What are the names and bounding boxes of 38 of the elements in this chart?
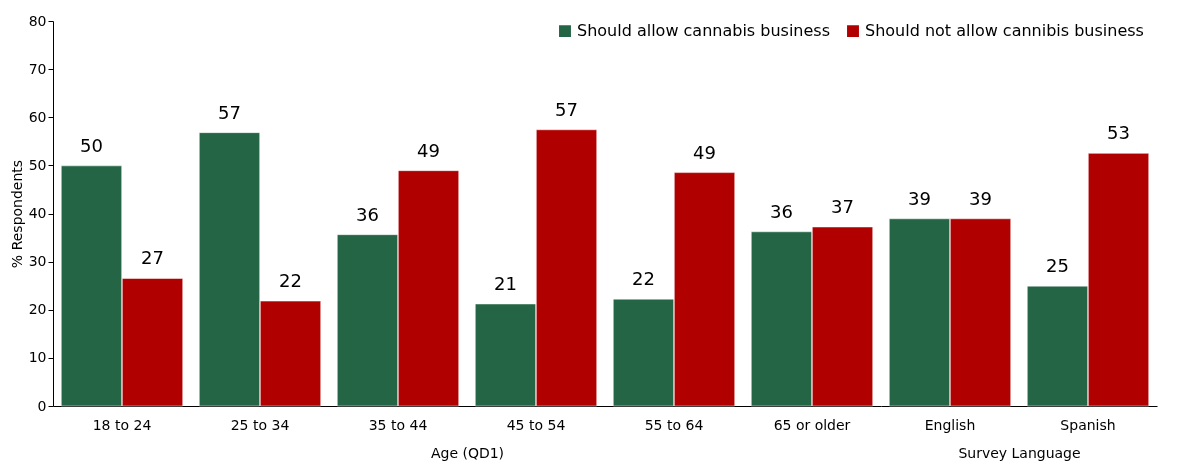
data-label: 57: [555, 98, 578, 120]
data-label: 36: [770, 200, 793, 222]
data-label: 49: [417, 139, 440, 161]
x-tick-label: 35 to 44: [368, 416, 428, 433]
x-tick-label: English: [924, 416, 976, 433]
x-tick-label: 25 to 34: [230, 416, 290, 433]
y-tick-label: 20: [28, 301, 47, 318]
legend-label: Should not allow cannibis business: [865, 21, 1144, 41]
x-tick-label: 18 to 24: [92, 416, 152, 433]
data-label: 39: [908, 187, 931, 209]
x-tick-label: 65 or older: [773, 416, 851, 433]
y-tick-label: 60: [28, 108, 47, 125]
data-label: 50: [80, 134, 103, 156]
x-tick-label: 55 to 64: [644, 416, 704, 433]
y-tick-label: 10: [28, 349, 47, 366]
data-label: 53: [1107, 122, 1130, 144]
y-tick-label: 50: [28, 156, 47, 173]
data-label: 27: [141, 247, 164, 269]
x-axis-title: Survey Language: [958, 444, 1081, 461]
data-label: 39: [969, 187, 992, 209]
y-tick-label: 80: [28, 12, 47, 29]
data-label: 36: [356, 203, 379, 225]
data-label: 49: [693, 141, 716, 163]
x-tick-label: Spanish: [1060, 416, 1116, 433]
data-label: 22: [279, 270, 302, 292]
y-tick-label: 70: [28, 60, 47, 77]
x-axis-title: Age (QD1): [430, 444, 505, 461]
y-tick-label: 0: [37, 397, 47, 414]
data-label: 37: [831, 195, 854, 217]
data-label: 25: [1046, 255, 1069, 277]
data-label: 57: [218, 101, 241, 123]
legend-label: Should allow cannabis business: [577, 21, 831, 41]
data-label: 22: [632, 268, 655, 290]
x-tick-label: 45 to 54: [506, 416, 566, 433]
y-axis-title: % Respondents: [8, 159, 25, 269]
y-tick-label: 30: [28, 253, 47, 270]
y-tick-label: 40: [28, 205, 47, 221]
data-label: 21: [494, 272, 517, 294]
